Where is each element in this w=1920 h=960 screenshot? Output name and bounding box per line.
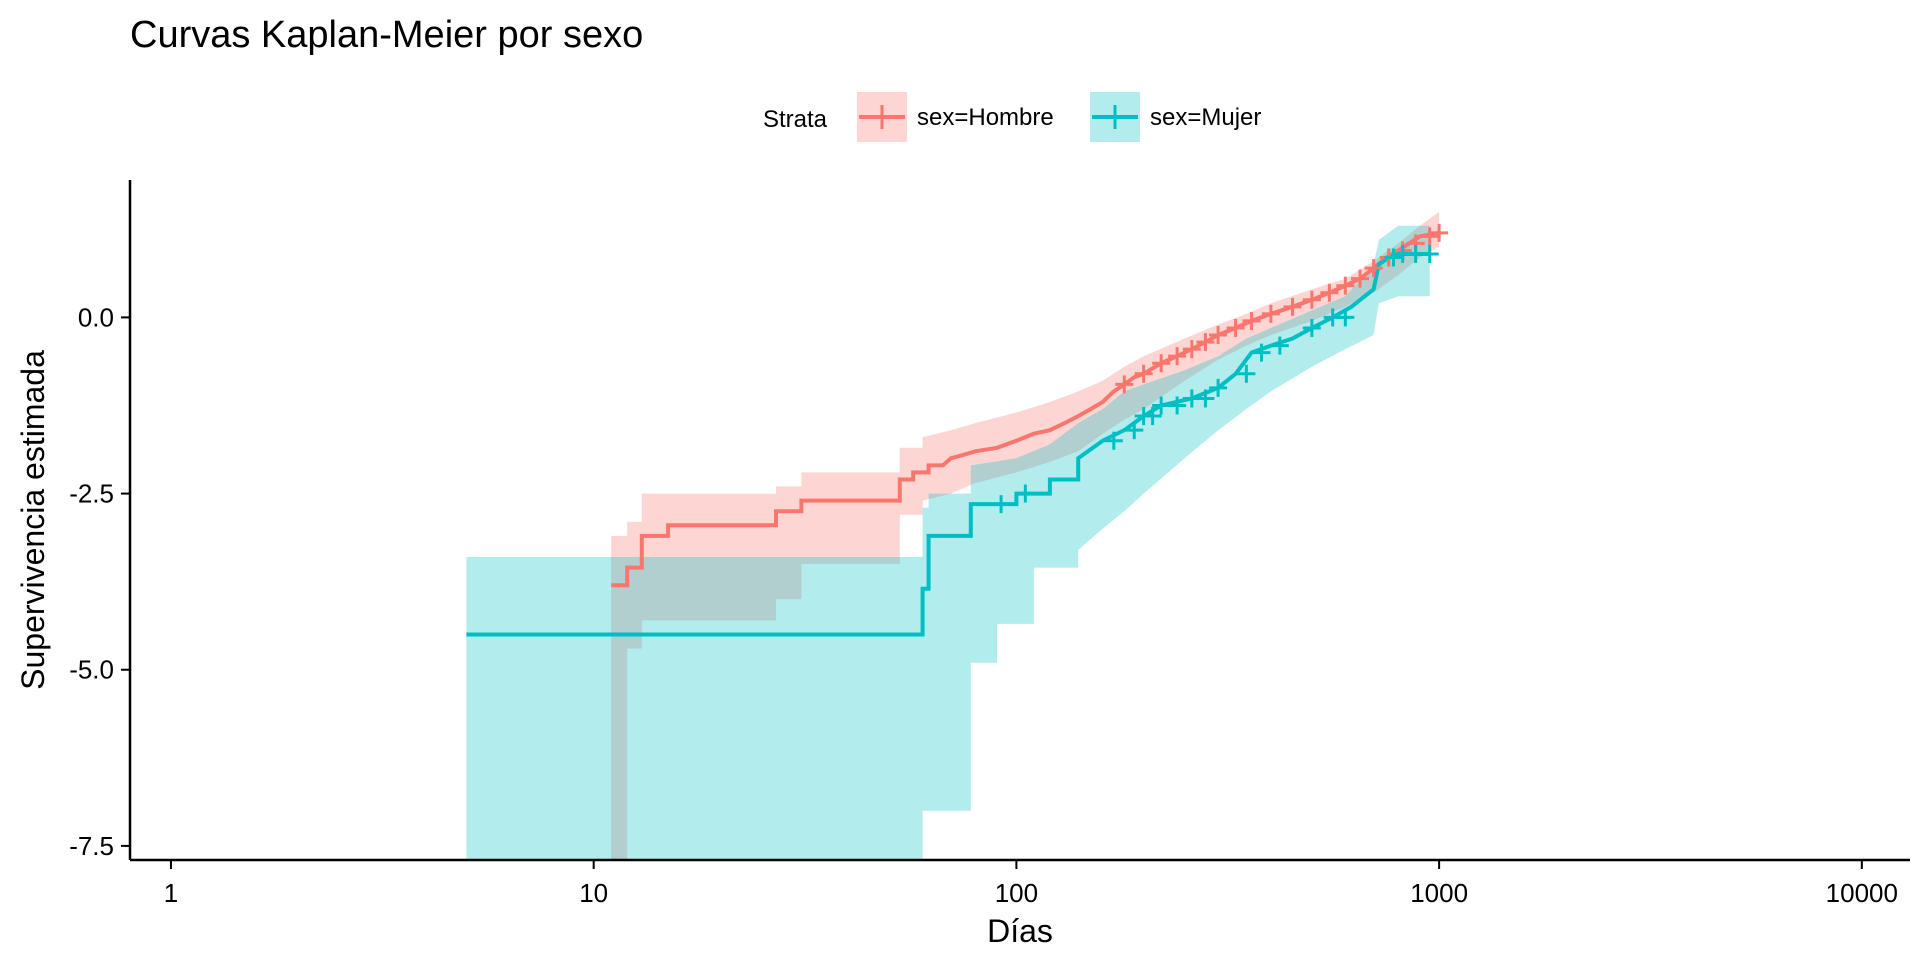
legend: Strata sex=Hombre sex=Mujer: [0, 92, 1920, 142]
legend-label-hombre: sex=Hombre: [917, 104, 1054, 131]
x-tick-label-2: 100: [995, 878, 1038, 908]
y-tick-label-2: -2.5: [69, 479, 114, 509]
x-tick-label-4: 10000: [1826, 878, 1898, 908]
survival-line-0: [611, 230, 1440, 588]
y-axis-title: Supervivencia estimada: [15, 350, 51, 690]
legend-title: Strata: [763, 106, 828, 133]
legend-label-mujer: sex=Mujer: [1150, 104, 1262, 131]
chart-title: Curvas Kaplan-Meier por sexo: [130, 14, 644, 56]
x-tick-label-1: 10: [579, 878, 608, 908]
ci-band-1: [466, 225, 1430, 861]
y-tick-label-1: -5.0: [69, 655, 114, 685]
legend-key-hombre: [857, 92, 907, 142]
x-tick-label-3: 1000: [1410, 878, 1468, 908]
y-tick-label-3: 0.0: [78, 302, 114, 332]
y-tick-label-0: -7.5: [69, 831, 114, 861]
x-axis-title: Días: [987, 913, 1053, 949]
ci-band-0: [611, 211, 1440, 860]
legend-key-mujer: [1090, 92, 1140, 142]
x-tick-label-0: 1: [164, 878, 178, 908]
